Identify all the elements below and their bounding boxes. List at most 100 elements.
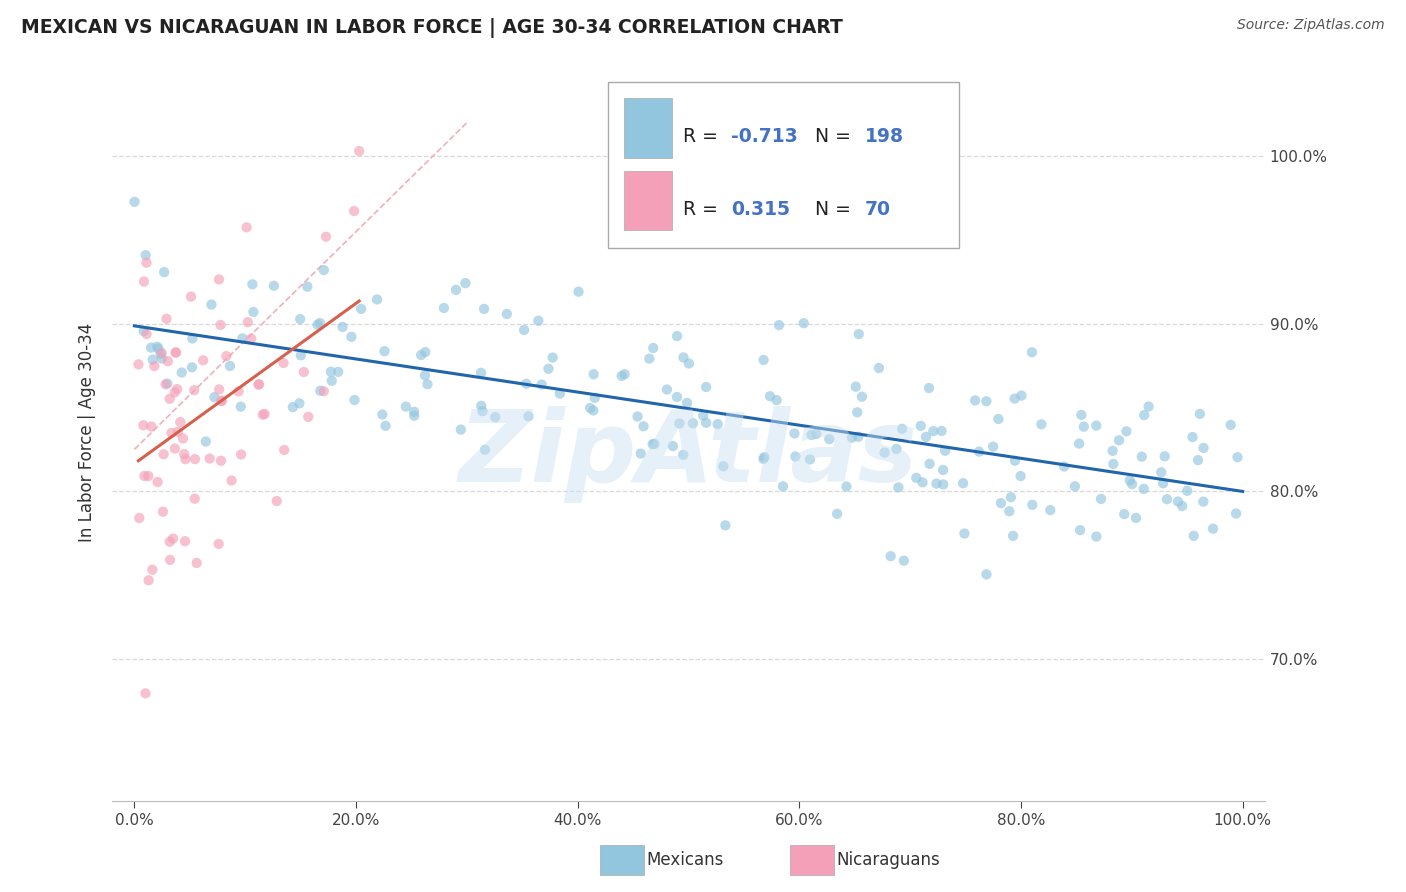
Point	[825, 507, 848, 521]
Point	[582, 403, 605, 417]
Point	[873, 445, 896, 459]
Point	[1132, 482, 1154, 496]
Point	[184, 452, 207, 467]
Point	[169, 415, 191, 429]
Point	[470, 399, 492, 413]
Point	[273, 356, 295, 370]
Point	[918, 457, 941, 471]
Point	[1031, 417, 1053, 432]
Point	[886, 442, 908, 456]
Point	[765, 393, 787, 408]
Point	[472, 301, 495, 316]
Point	[613, 367, 636, 381]
Point	[347, 144, 370, 158]
Point	[159, 553, 181, 567]
Point	[846, 430, 869, 444]
Point	[146, 340, 169, 354]
Point	[517, 409, 540, 424]
Point	[281, 400, 304, 414]
Point	[332, 320, 354, 334]
Y-axis label: In Labor Force | Age 30-34: In Labor Force | Age 30-34	[79, 323, 96, 542]
Point	[915, 430, 938, 444]
Point	[290, 348, 312, 362]
Point	[952, 476, 974, 491]
Point	[236, 315, 259, 329]
Point	[150, 346, 173, 360]
Point	[135, 255, 157, 269]
Point	[1156, 492, 1178, 507]
Point	[626, 409, 648, 424]
Point	[474, 442, 496, 457]
Point	[987, 412, 1010, 426]
Point	[1090, 491, 1112, 506]
Point	[209, 393, 232, 408]
Point	[1192, 441, 1215, 455]
Point	[415, 345, 437, 359]
Point	[162, 532, 184, 546]
Point	[1225, 507, 1247, 521]
Point	[228, 384, 250, 399]
Point	[1182, 529, 1205, 543]
Point	[905, 471, 928, 485]
Point	[1188, 407, 1211, 421]
Point	[307, 318, 329, 332]
Point	[630, 447, 652, 461]
Point	[167, 425, 190, 439]
Point	[146, 475, 169, 489]
Point	[350, 301, 373, 316]
Point	[366, 293, 388, 307]
Text: 0.315: 0.315	[731, 201, 790, 219]
Point	[692, 409, 714, 423]
Point	[309, 384, 332, 398]
FancyBboxPatch shape	[607, 82, 959, 248]
Point	[135, 248, 157, 262]
Point	[149, 347, 172, 361]
Point	[1181, 430, 1204, 444]
Point	[132, 275, 155, 289]
Point	[312, 384, 335, 399]
Point	[695, 416, 717, 430]
Point	[221, 474, 243, 488]
Point	[170, 366, 193, 380]
Point	[682, 417, 704, 431]
Point	[806, 426, 828, 441]
Point	[444, 283, 467, 297]
Point	[1114, 507, 1136, 521]
Point	[990, 496, 1012, 510]
Point	[1069, 523, 1091, 537]
Point	[242, 305, 264, 319]
Text: 198: 198	[865, 128, 904, 146]
Point	[454, 276, 477, 290]
Point	[527, 314, 550, 328]
Point	[135, 326, 157, 341]
Point	[841, 431, 863, 445]
Point	[515, 376, 537, 391]
Point	[678, 356, 700, 370]
Point	[1130, 450, 1153, 464]
Point	[165, 345, 187, 359]
Point	[1121, 477, 1143, 491]
Text: 70: 70	[865, 201, 891, 219]
Point	[191, 353, 214, 368]
Point	[242, 277, 264, 292]
FancyBboxPatch shape	[624, 98, 672, 158]
Point	[1064, 479, 1087, 493]
Point	[139, 341, 162, 355]
Point	[610, 368, 633, 383]
Text: Source: ZipAtlas.com: Source: ZipAtlas.com	[1237, 18, 1385, 32]
Point	[662, 439, 685, 453]
Point	[134, 469, 156, 483]
Point	[848, 327, 870, 342]
Point	[672, 351, 695, 365]
Point	[200, 297, 222, 311]
Point	[918, 381, 941, 395]
Point	[159, 392, 181, 406]
Point	[411, 348, 433, 362]
Point	[155, 377, 177, 392]
Point	[537, 361, 560, 376]
Text: ZipAtlas: ZipAtlas	[458, 406, 918, 503]
Point	[315, 229, 337, 244]
Point	[132, 324, 155, 338]
Point	[150, 351, 173, 366]
Point	[247, 377, 270, 392]
